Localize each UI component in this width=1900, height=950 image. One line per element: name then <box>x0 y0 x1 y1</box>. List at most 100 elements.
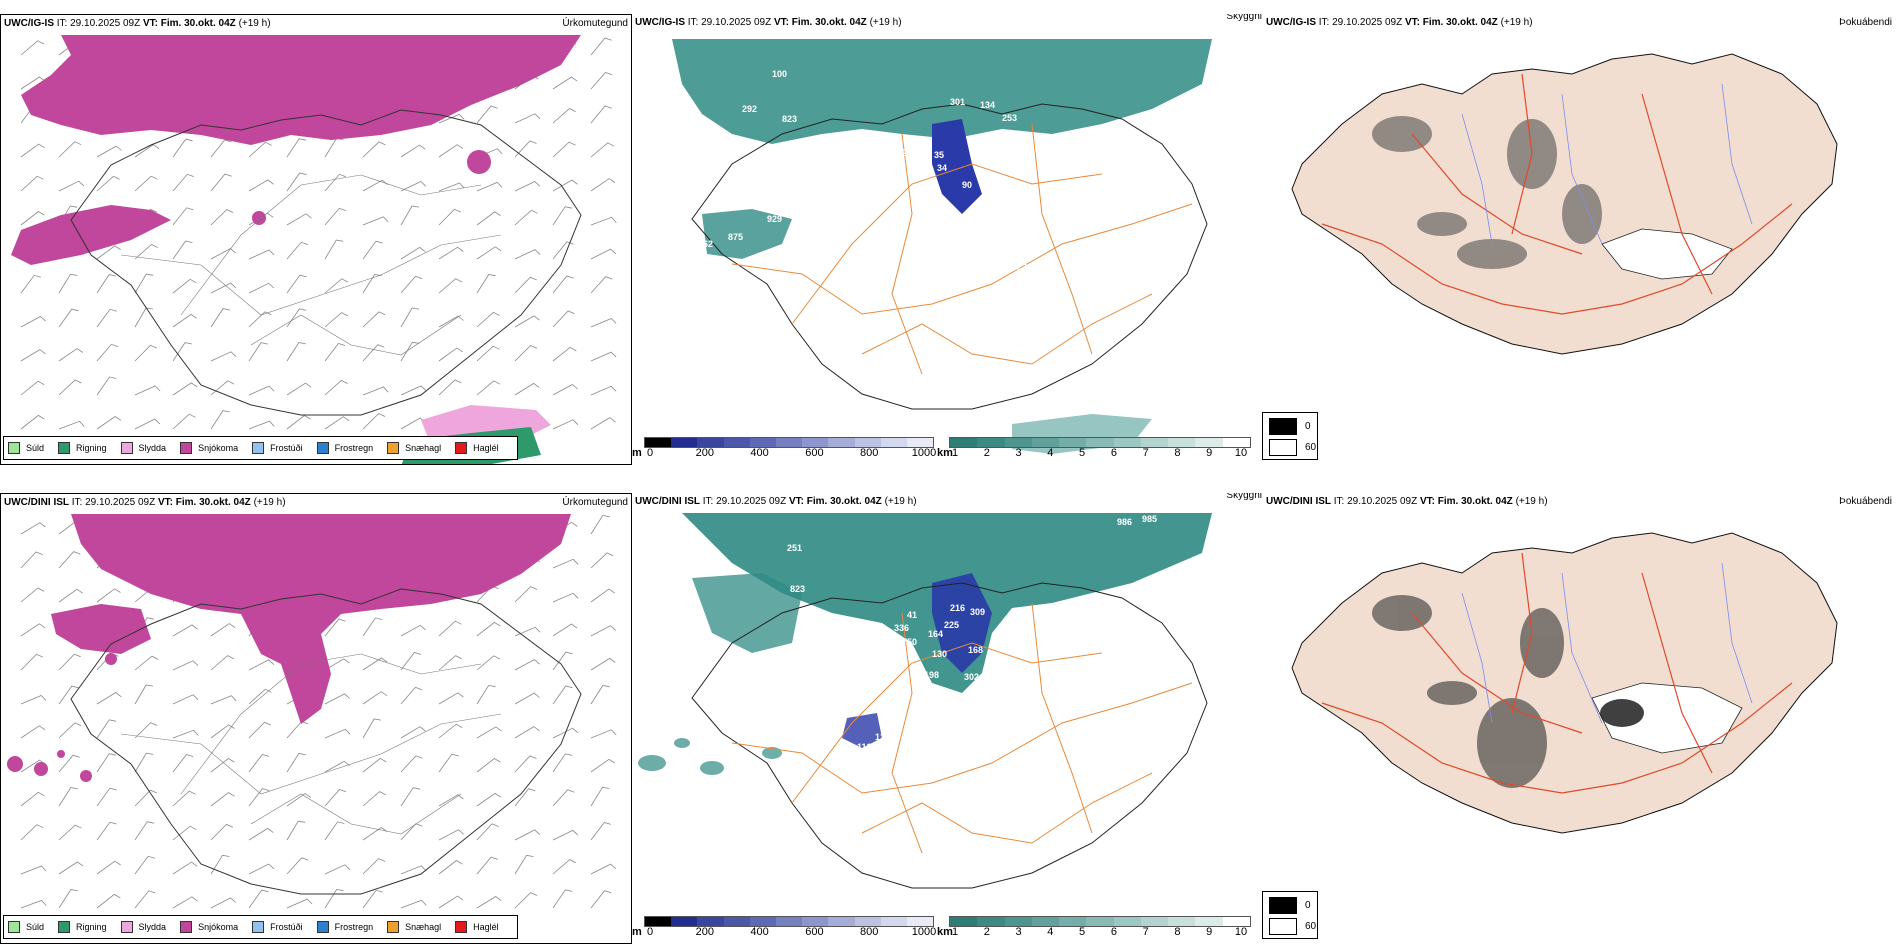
wind-barb <box>210 897 237 909</box>
ceiling-label: 309 <box>970 607 985 617</box>
cloud-legend: 0 60 <box>1262 412 1318 460</box>
snow-area <box>21 35 581 145</box>
scale-step <box>749 917 776 926</box>
wind-barb <box>552 141 576 158</box>
wind-barb <box>514 755 537 773</box>
scale-step <box>1113 438 1141 447</box>
panel-title-ceiling: Skyggni <box>1226 493 1262 501</box>
wind-barb <box>476 792 502 807</box>
ceiling-label: 823 <box>782 114 797 124</box>
wind-barb <box>552 108 576 124</box>
wind-barb <box>362 827 388 841</box>
scale-step <box>977 438 1005 447</box>
wind-barb <box>172 207 194 226</box>
cloud-map[interactable] <box>1262 14 1900 465</box>
cloud-legend-value: 0 <box>1305 900 1311 911</box>
legend-item: Haglél <box>455 921 499 933</box>
wind-barb <box>20 587 45 603</box>
precip-legend: Súld Rigning Slydda Snjókoma Frostúði Frostre… <box>3 436 518 460</box>
cloud-legend-value: 60 <box>1305 442 1317 453</box>
wind-barb <box>590 142 615 158</box>
wind-barb <box>400 899 427 909</box>
wind-barb <box>438 278 463 294</box>
ceiling-label: 302 <box>964 672 979 682</box>
wind-barb <box>58 141 82 158</box>
scale-tick: 3 <box>1015 926 1022 938</box>
ceiling-label: 90 <box>962 180 972 190</box>
scale-step <box>1059 438 1087 447</box>
ceiling-area <box>932 119 982 214</box>
wind-barb <box>324 207 347 226</box>
wind-barb <box>58 180 85 192</box>
wind-barb <box>324 416 350 430</box>
scale-tick: 0 <box>646 447 654 459</box>
wind-barb <box>96 588 121 603</box>
ceiling-area <box>842 713 882 748</box>
roads <box>731 123 1193 375</box>
vt-value: Fim. 30.okt. 04Z <box>1422 17 1498 28</box>
wind-barb <box>552 76 578 90</box>
cloud-legend-swatch <box>1269 918 1297 935</box>
wind-barb <box>210 695 237 705</box>
wind-barb <box>20 551 43 569</box>
scale-step <box>1222 438 1250 447</box>
ceiling-label: 875 <box>728 232 743 242</box>
ceiling-label: 221 <box>1017 262 1032 272</box>
wind-barb <box>476 274 496 294</box>
wind-barb <box>590 863 617 875</box>
legend-swatch <box>58 442 71 454</box>
wind-barb <box>438 144 464 158</box>
ceiling-label: 292 <box>742 104 757 114</box>
cloud-map[interactable] <box>1262 493 1900 944</box>
scale-tick: 400 <box>750 447 769 459</box>
wind-barb <box>438 723 463 739</box>
precip-map[interactable] <box>1 15 632 465</box>
wind-barb <box>20 865 47 875</box>
wind-barb <box>248 179 274 192</box>
wind-barb <box>134 789 157 807</box>
snow-area <box>11 205 171 265</box>
scale-step <box>828 917 855 926</box>
wind-barb <box>362 240 383 260</box>
wind-barb <box>172 138 193 158</box>
scale-step <box>802 917 829 926</box>
wind-barb <box>134 752 154 773</box>
wind-barb <box>324 693 351 705</box>
visibility-band <box>702 209 792 259</box>
vt-label: VT: <box>142 18 158 29</box>
cloud-legend-swatch <box>1269 897 1297 914</box>
legend-swatch <box>252 921 265 933</box>
precip-map[interactable] <box>1 494 632 944</box>
legend-swatch <box>8 442 20 454</box>
wind-barb <box>324 789 347 807</box>
wind-barb <box>400 417 426 430</box>
rivers <box>1461 83 1753 245</box>
scale-tick: 10 <box>1234 447 1248 459</box>
wind-barb <box>400 385 427 396</box>
wind-barb <box>590 786 610 807</box>
scale-step <box>723 917 750 926</box>
wind-barb <box>552 310 575 328</box>
wind-barb <box>248 788 270 807</box>
wind-barb <box>210 380 235 396</box>
legend-item: Frostúði <box>252 442 303 454</box>
land-area <box>1291 532 1838 834</box>
wind-barb <box>172 790 196 807</box>
wind-barb <box>20 791 45 807</box>
glacier-area <box>1601 228 1733 280</box>
it-label: IT: <box>56 18 68 29</box>
legend-label: Haglél <box>473 922 499 932</box>
wind-barb <box>286 342 306 362</box>
scale-step <box>1222 917 1250 926</box>
wind-barb <box>400 787 421 807</box>
scale-tick: 800 <box>860 447 879 459</box>
legend-label: Slydda <box>138 443 167 453</box>
wind-barb <box>514 276 537 294</box>
scale-step <box>1168 438 1196 447</box>
scale-strip <box>644 437 934 448</box>
wind-barb <box>210 792 235 807</box>
wind-barb <box>438 620 462 637</box>
